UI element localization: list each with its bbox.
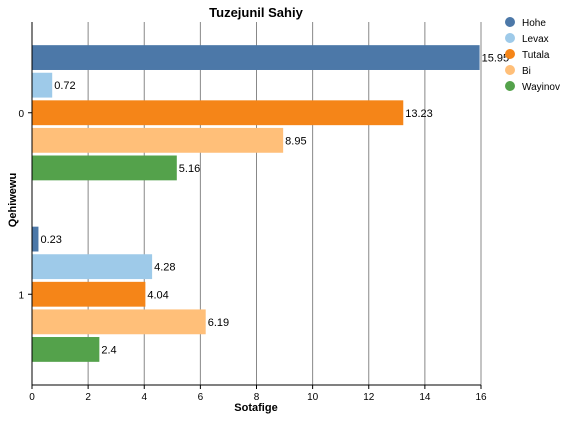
x-tick-label: 2: [85, 392, 91, 403]
data-label: 2.4: [101, 344, 116, 356]
data-label: 13.23: [405, 108, 433, 120]
bar: [32, 254, 153, 280]
bar: [32, 100, 404, 126]
legend-label: Hohe: [522, 18, 546, 29]
x-tick-label: 8: [254, 392, 260, 403]
axes: 0 2 4 6 8 10 12 14 16 0 1: [18, 22, 487, 403]
legend-swatch: [505, 49, 515, 59]
data-label: 15.95: [482, 53, 510, 65]
data-label: 4.28: [154, 262, 175, 274]
grid: [31, 22, 482, 385]
legend: Hohe Levax Tutala Bi Wayinov: [505, 17, 560, 93]
bar: [32, 155, 177, 181]
x-tick-label: 4: [141, 392, 147, 403]
bar: [32, 226, 39, 252]
legend-swatch: [505, 65, 515, 75]
x-axis-title: Sotafige: [234, 402, 277, 414]
y-tick-label: 0: [18, 109, 24, 120]
legend-swatch: [505, 33, 515, 43]
legend-label: Levax: [522, 34, 549, 45]
x-tick-label: 6: [198, 392, 204, 403]
bars: 15.95 0.72 13.23 8.95 5.16 0.23 4.28 4.04 6.19 2.…: [32, 45, 509, 362]
bar: [32, 127, 284, 153]
x-tick-label: 0: [29, 392, 35, 403]
data-label: 0.23: [40, 234, 61, 246]
legend-swatch: [505, 81, 515, 91]
y-tick-label: 1: [18, 290, 24, 301]
x-tick-label: 12: [363, 392, 375, 403]
legend-label: Tutala: [522, 50, 550, 61]
y-axis-title: Qehiwewu: [7, 173, 19, 227]
x-tick-label: 16: [475, 392, 487, 403]
data-label: 5.16: [179, 163, 200, 175]
bar: [32, 337, 100, 362]
bar: [32, 281, 146, 307]
legend-label: Bi: [522, 66, 531, 77]
data-label: 0.72: [54, 80, 75, 92]
legend-swatch: [505, 17, 515, 27]
bar: [32, 45, 480, 70]
bar: [32, 309, 206, 335]
x-tick-label: 10: [307, 392, 319, 403]
data-label: 8.95: [285, 135, 306, 147]
chart-title: Tuzejunil Sahiy: [209, 5, 303, 20]
data-label: 4.04: [147, 289, 168, 301]
x-tick-label: 14: [419, 392, 431, 403]
bar: [32, 72, 53, 98]
legend-label: Wayinov: [522, 82, 560, 93]
data-label: 6.19: [208, 317, 229, 329]
